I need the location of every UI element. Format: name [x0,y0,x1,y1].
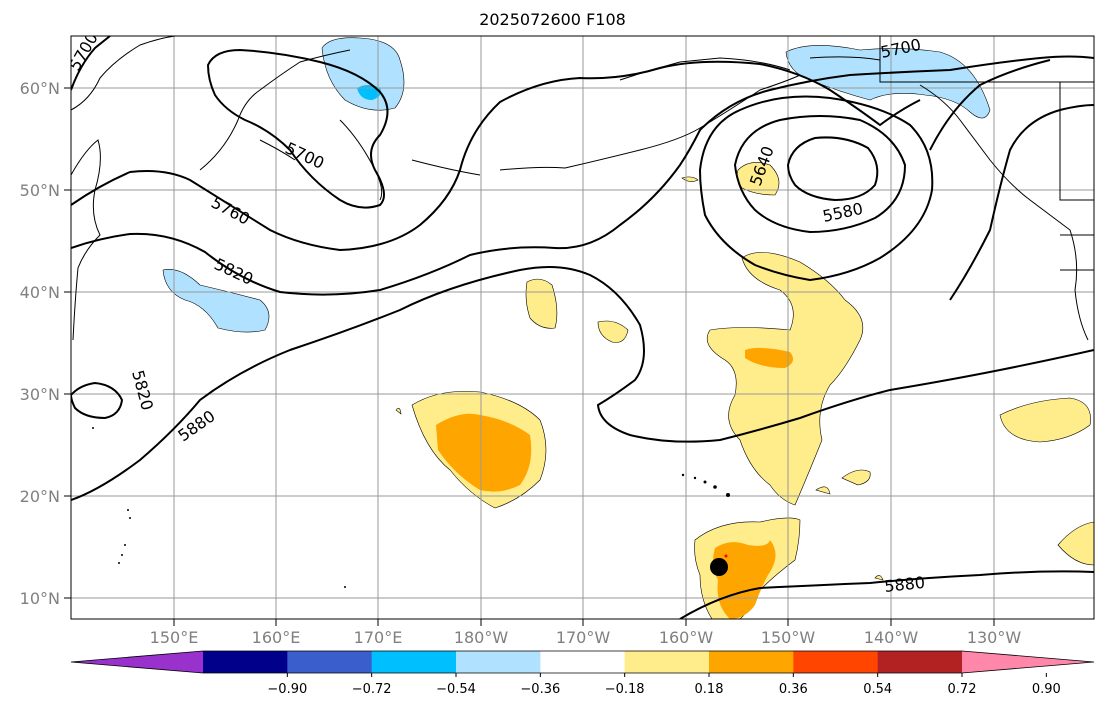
colorbar-tick-label: −0.18 [605,682,645,697]
coastlines [71,36,1094,341]
island-chains [92,427,730,588]
colorbar-extend-low [71,651,203,673]
colorbar: −0.90 −0.72 −0.54 −0.36 −0.18 0.18 0.36 0.54 0.7… [70,650,1095,697]
negative-anomaly-core [357,85,381,100]
colorbar-segment [709,651,794,673]
colorbar-tick-label: 0.54 [863,682,892,697]
lon-label-150w: 150°W [761,628,816,647]
colorbar-segment [456,651,541,673]
colorbar-tick-label: −0.54 [436,682,476,697]
axis-ticks [64,87,995,626]
storm-core-dot [724,554,728,558]
colorbar-segment [371,651,457,673]
colorbar-segment [287,651,373,673]
lon-label-180w: 180°W [454,628,509,647]
graticule [71,36,1094,619]
height-contours [71,36,1094,619]
colorbar-segment [203,651,288,673]
lon-label-170w: 170°W [556,628,611,647]
latitude-labels: 60°N 50°N 40°N 30°N 20°N 10°N [20,79,60,608]
lon-label-150e: 150°E [150,628,199,647]
lat-label-20n: 20°N [20,487,60,506]
colorbar-extend-high [962,651,1094,673]
colorbar-tick-label: 0.90 [1032,682,1061,697]
colorbar-tick-label: 0.36 [779,682,808,697]
colorbar-segment [540,651,626,673]
lon-label-130w: 130°W [967,628,1022,647]
colorbar-segment [793,651,879,673]
colorbar-tick-label: −0.36 [520,682,560,697]
colorbar-segment [877,651,963,673]
colorbar-tick-label: −0.90 [267,682,307,697]
colorbar-tick-label: 0.18 [695,682,724,697]
lon-label-160e: 160°E [252,628,301,647]
map-title: 2025072600 F108 [479,10,626,29]
lon-label-160w: 160°W [659,628,714,647]
lat-label-40n: 40°N [20,283,60,302]
lon-label-170e: 170°E [354,628,403,647]
colorbar-outline [70,650,1095,674]
strong-positive-anomaly-areas [436,347,794,619]
colorbar-segment [624,651,710,673]
lon-label-140w: 140°W [864,628,919,647]
lat-label-50n: 50°N [20,181,60,200]
lat-label-60n: 60°N [20,79,60,98]
lat-label-10n: 10°N [20,589,60,608]
storm-center-marker [710,558,728,576]
colorbar-tick-label: −0.72 [352,682,392,697]
colorbar-tick-label: 0.72 [948,682,977,697]
contour-label-5880-east: 5880 [883,573,925,596]
lat-label-30n: 30°N [20,385,60,404]
longitude-labels: 150°E 160°E 170°E 180°W 170°W 160°W 150°… [150,628,1022,647]
